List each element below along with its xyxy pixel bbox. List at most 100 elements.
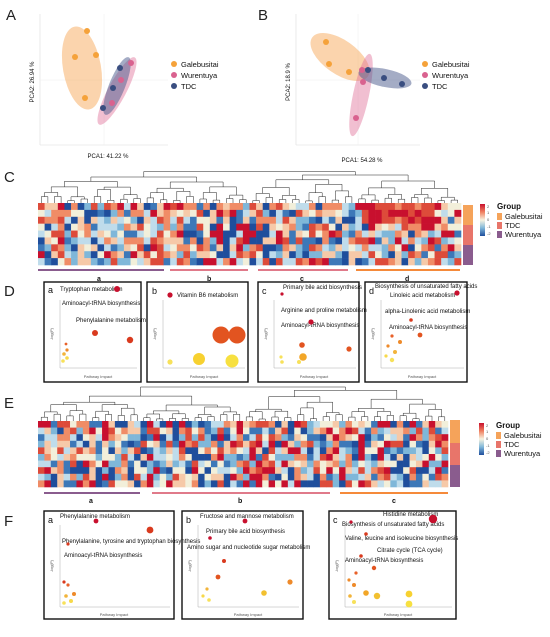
dendrogram-branch bbox=[370, 398, 423, 409]
heatmap-cell bbox=[364, 467, 372, 475]
pathway-point bbox=[308, 319, 314, 325]
heatmap-cell bbox=[146, 480, 154, 488]
heatmap-cell bbox=[243, 421, 250, 428]
heatmap-cell bbox=[414, 258, 422, 266]
heatmap-cell bbox=[137, 251, 145, 259]
heatmap-cell bbox=[243, 427, 250, 435]
heatmap-cell bbox=[381, 244, 389, 252]
heatmap-cell bbox=[243, 454, 250, 461]
heatmap-cell bbox=[216, 237, 224, 245]
heatmap-cell bbox=[223, 421, 231, 428]
heatmap-cell bbox=[243, 434, 250, 442]
heatmap-cell bbox=[427, 237, 435, 245]
heatmap-cell bbox=[102, 447, 109, 455]
heatmap-cell bbox=[156, 251, 164, 259]
heatmap-cell bbox=[204, 440, 212, 448]
heatmap-cell bbox=[358, 454, 366, 461]
heatmap-cell bbox=[140, 440, 148, 448]
heatmap-cell bbox=[249, 251, 257, 259]
heatmap-cell bbox=[210, 440, 218, 448]
dendrogram-branch bbox=[297, 414, 305, 421]
heatmap-cell bbox=[110, 251, 118, 259]
heatmap-cell bbox=[185, 473, 193, 481]
panel-c-heatmap-cells bbox=[38, 203, 462, 266]
heatmap-cell bbox=[123, 203, 131, 211]
heatmap-cell bbox=[415, 473, 423, 481]
heatmap-cell bbox=[84, 251, 92, 259]
heatmap-cell bbox=[415, 434, 423, 442]
dendrogram-branch bbox=[305, 200, 313, 203]
pathway-point bbox=[428, 514, 438, 524]
heatmap-cell bbox=[326, 467, 333, 475]
panel-a-point bbox=[93, 52, 99, 58]
heatmap-cell bbox=[84, 244, 92, 252]
heatmap-cell bbox=[170, 223, 178, 231]
heatmap-cell bbox=[394, 216, 402, 224]
heatmap-cell bbox=[209, 251, 217, 259]
panel-f-sub-c: c Histidine metabolism Biosynthesis of u… bbox=[328, 510, 458, 620]
heatmap-cell bbox=[313, 421, 321, 428]
heatmap-cell bbox=[77, 203, 85, 211]
heatmap-cell bbox=[190, 203, 197, 211]
heatmap-cell bbox=[335, 244, 343, 252]
heatmap-cell bbox=[396, 427, 404, 435]
heatmap-cell bbox=[178, 440, 186, 448]
heatmap-cell bbox=[414, 216, 422, 224]
heatmap-cell bbox=[137, 209, 145, 218]
heatmap-cell bbox=[447, 237, 455, 245]
heatmap-cell bbox=[249, 460, 257, 468]
heatmap-cell bbox=[204, 434, 212, 442]
dendrogram-branch bbox=[176, 191, 191, 201]
heatmap-cell bbox=[121, 447, 128, 455]
heatmap-cell bbox=[104, 209, 111, 218]
group-swatch-tdc bbox=[497, 222, 502, 229]
heatmap-cell bbox=[130, 258, 138, 266]
heatmap-cell bbox=[210, 421, 218, 428]
panel-b-point bbox=[346, 69, 352, 75]
dendrogram-branch bbox=[66, 415, 74, 421]
heatmap-cell bbox=[143, 258, 151, 266]
heatmap-cell bbox=[190, 223, 197, 231]
heatmap-cell bbox=[236, 216, 244, 224]
heatmap-cell bbox=[178, 467, 186, 475]
heatmap-cell bbox=[388, 230, 396, 238]
heatmap-cell bbox=[454, 223, 462, 231]
heatmap-cell bbox=[351, 440, 359, 448]
heatmap-cell bbox=[383, 480, 391, 488]
heatmap-cell bbox=[84, 230, 92, 238]
heatmap-cell bbox=[287, 454, 295, 461]
heatmap-cell bbox=[441, 203, 449, 211]
heatmap-cell bbox=[166, 447, 173, 455]
heatmap-cell bbox=[153, 421, 161, 428]
heatmap-cell bbox=[150, 230, 158, 238]
heatmap-cell bbox=[198, 440, 205, 448]
heatmap-cell bbox=[281, 480, 289, 488]
heatmap-cell bbox=[300, 447, 308, 455]
heatmap-cell bbox=[394, 209, 402, 218]
heatmap-cell bbox=[275, 216, 283, 224]
heatmap-cell bbox=[71, 223, 78, 231]
heatmap-cell bbox=[134, 454, 141, 461]
heatmap-cell bbox=[114, 460, 122, 468]
dendrogram-branch bbox=[146, 413, 160, 419]
heatmap-cell bbox=[414, 209, 422, 218]
heatmap-cell bbox=[326, 454, 333, 461]
heatmap-cell bbox=[97, 244, 105, 252]
heatmap-cell bbox=[319, 434, 327, 442]
pathway-label: Histidine metabolism bbox=[383, 512, 438, 518]
heatmap-cell bbox=[441, 258, 449, 266]
heatmap-cell bbox=[308, 258, 316, 266]
heatmap-cell bbox=[355, 258, 363, 266]
pathway-point bbox=[373, 592, 381, 600]
pathway-label: alpha-Linolenic acid metabolism bbox=[385, 309, 470, 315]
panel-d-sub-a: a Tryptophan metabolism Aminoacyl-tRNA b… bbox=[43, 281, 146, 383]
heatmap-cell bbox=[281, 447, 289, 455]
dendrogram-branch bbox=[63, 401, 116, 405]
heatmap-cell bbox=[322, 223, 330, 231]
heatmap-cell bbox=[348, 216, 356, 224]
heatmap-cell bbox=[76, 421, 84, 428]
heatmap-cell bbox=[339, 473, 346, 481]
panel-a-point bbox=[110, 85, 116, 91]
heatmap-cell bbox=[375, 209, 382, 218]
heatmap-cell bbox=[307, 480, 314, 488]
